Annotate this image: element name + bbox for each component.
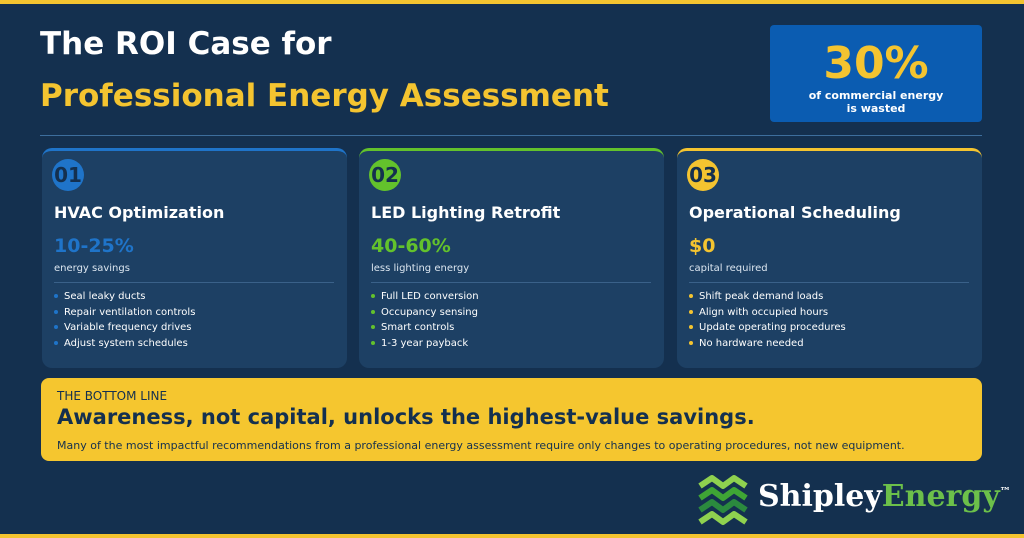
card-number: 01 bbox=[52, 159, 84, 191]
card-divider bbox=[689, 282, 969, 283]
bullet-text: Align with occupied hours bbox=[699, 306, 829, 318]
bottom-body: Many of the most impactful recommendatio… bbox=[57, 439, 905, 452]
stat-caption: of commercial energy bbox=[808, 89, 944, 102]
bullet-text: Update operating procedures bbox=[699, 322, 846, 333]
bullet-item: Full LED conversion bbox=[371, 291, 479, 302]
logo: ShipleyEnergy™ bbox=[758, 479, 1011, 514]
divider bbox=[40, 135, 982, 136]
bullet-item: Seal leaky ducts bbox=[54, 291, 146, 302]
title-line-1: The ROI Case for bbox=[40, 26, 332, 62]
bullet-dot bbox=[54, 340, 58, 345]
stat-caption: is wasted bbox=[846, 102, 906, 115]
bullet-dot bbox=[54, 309, 58, 314]
bullet-text: No hardware needed bbox=[699, 337, 804, 349]
bullet-item: Shift peak demand loads bbox=[689, 291, 823, 302]
bullet-dot bbox=[371, 325, 375, 329]
bottom-label: THE BOTTOM LINE bbox=[57, 389, 168, 403]
bullet-text: Seal leaky ducts bbox=[64, 291, 146, 302]
bottom-line-box: THE BOTTOM LINE Awareness, not capital, … bbox=[41, 378, 982, 461]
bullet-text: Full LED conversion bbox=[381, 291, 479, 302]
card: 02 LED Lighting Retrofit 40-60% less lighti… bbox=[359, 148, 664, 368]
bullet-item: Smart controls bbox=[371, 322, 454, 333]
card: 01 HVAC Optimization 10-25% energy savings S… bbox=[42, 148, 347, 368]
bullet-item: 1-3 year payback bbox=[371, 338, 468, 349]
bullet-dot bbox=[54, 294, 58, 298]
bullet-dot bbox=[371, 309, 375, 314]
card-stat-label: energy savings bbox=[54, 263, 130, 274]
bullet-dot bbox=[689, 309, 693, 314]
logo-tm: ™ bbox=[999, 485, 1011, 498]
card-number: 02 bbox=[369, 159, 401, 191]
stat-value: 30% bbox=[823, 38, 929, 89]
card-title: LED Lighting Retrofit bbox=[371, 203, 561, 222]
logo-icon bbox=[698, 475, 748, 525]
card-stat: $0 bbox=[689, 235, 716, 257]
card-title: Operational Scheduling bbox=[689, 203, 901, 222]
bullet-item: Repair ventilation controls bbox=[54, 307, 195, 318]
bullet-dot bbox=[371, 294, 375, 298]
bottom-headline: Awareness, not capital, unlocks the high… bbox=[57, 405, 755, 429]
card-stat: 40-60% bbox=[371, 235, 451, 257]
bullet-text: Shift peak demand loads bbox=[699, 291, 824, 302]
bullet-text: Smart controls bbox=[381, 322, 455, 333]
card-stat: 10-25% bbox=[54, 235, 134, 257]
bullet-text: Variable frequency drives bbox=[64, 322, 192, 333]
bullet-text: Adjust system schedules bbox=[64, 337, 188, 349]
stat-box: 30% of commercial energy is wasted bbox=[770, 25, 982, 122]
card-stat-label: less lighting energy bbox=[371, 263, 470, 274]
bullet-item: No hardware needed bbox=[689, 338, 804, 349]
logo-name: Energy bbox=[881, 479, 1000, 514]
bullet-dot bbox=[371, 340, 375, 345]
card: 03 Operational Scheduling $0 capital requir… bbox=[677, 148, 982, 368]
bullet-text: Repair ventilation controls bbox=[64, 306, 196, 318]
card-number: 03 bbox=[687, 159, 719, 191]
bullet-text: Occupancy sensing bbox=[381, 306, 478, 318]
bullet-dot bbox=[689, 325, 693, 329]
card-divider bbox=[371, 282, 651, 283]
bullet-item: Align with occupied hours bbox=[689, 307, 828, 318]
bullet-dot bbox=[689, 294, 693, 298]
logo-name: Shipley bbox=[758, 479, 882, 514]
bullet-item: Variable frequency drives bbox=[54, 322, 192, 333]
bullet-text: 1-3 year payback bbox=[381, 337, 469, 349]
bullet-dot bbox=[54, 325, 58, 329]
card-stat-label: capital required bbox=[689, 263, 768, 274]
bullet-item: Adjust system schedules bbox=[54, 338, 188, 349]
card-divider bbox=[54, 282, 334, 283]
bullet-item: Occupancy sensing bbox=[371, 307, 478, 318]
bullet-item: Update operating procedures bbox=[689, 322, 846, 333]
bullet-dot bbox=[689, 340, 693, 345]
title-line-2: Professional Energy Assessment bbox=[40, 78, 609, 114]
card-title: HVAC Optimization bbox=[54, 203, 225, 222]
